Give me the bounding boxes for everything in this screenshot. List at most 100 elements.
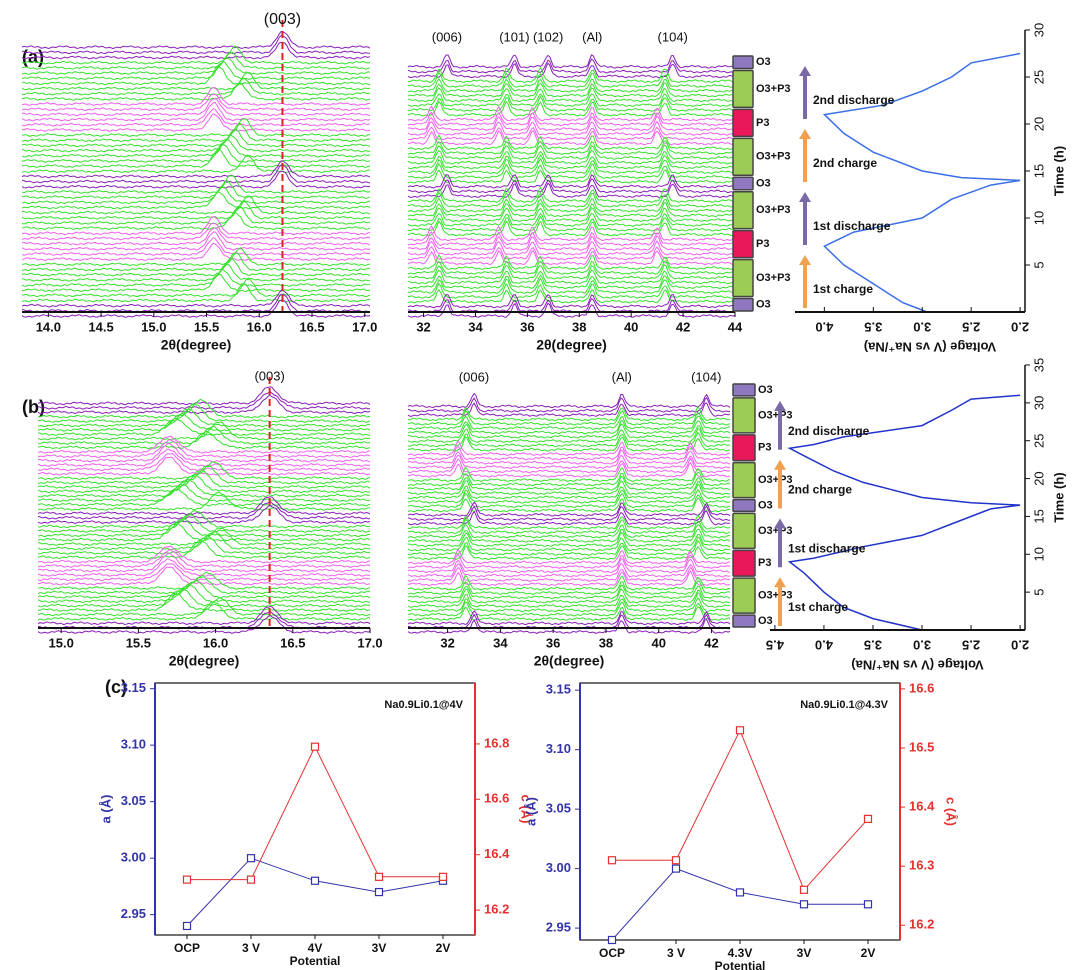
x-tick-label: 36 <box>520 319 534 334</box>
step-label: 1st charge <box>813 282 873 296</box>
y-tick-label: 2.95 <box>121 906 146 921</box>
xrd-curve <box>21 293 371 313</box>
x-tick-label: 3.5 <box>864 320 882 335</box>
peak-label: (006) <box>432 29 462 44</box>
xrd-curve <box>407 523 731 539</box>
xrd-curve <box>407 225 735 242</box>
xrd-curve <box>407 235 736 251</box>
xrd-curve <box>37 576 371 595</box>
xrd-curve <box>37 491 371 511</box>
plot-frame <box>154 682 476 936</box>
xrd-curve <box>37 391 371 410</box>
point <box>735 888 745 897</box>
phase-label: O3 <box>758 615 773 627</box>
xrd-curve <box>407 178 736 194</box>
xrd-curve <box>408 423 731 439</box>
xrd-curve <box>407 169 736 184</box>
x-tick-label: 4.0 <box>815 638 833 653</box>
xrd-curve <box>37 408 371 428</box>
y-tick-label: 20 <box>1031 471 1046 485</box>
xrd-curve <box>407 427 731 443</box>
phase-label: P3 <box>756 238 769 250</box>
xrd-curve <box>21 86 371 106</box>
xrd-curve <box>21 227 371 246</box>
xrd-curve <box>21 108 371 127</box>
y-axis-label: Time (h) <box>1051 146 1066 196</box>
xrd-curve <box>407 220 736 237</box>
x-tick-label: 16.0 <box>247 319 272 334</box>
x-tick-label: OCP <box>174 941 200 955</box>
x-tick-label: 15.0 <box>141 319 166 334</box>
y-tick-label: 3.05 <box>546 801 571 816</box>
xrd-curve <box>21 242 371 262</box>
x-tick-label: 3.0 <box>913 638 931 653</box>
phase-segment <box>732 137 754 176</box>
x-tick-label: 38 <box>572 319 586 334</box>
step-label: 1st discharge <box>813 219 891 233</box>
arrow-head <box>799 192 811 202</box>
phase-segment <box>732 512 756 550</box>
arrow-head <box>774 577 786 588</box>
xrd-curve <box>21 154 371 174</box>
phase-segment <box>732 229 754 259</box>
xrd-curve <box>407 269 736 285</box>
y-tick-label: 10 <box>1031 211 1046 225</box>
y-tick-label: 30 <box>1031 23 1046 37</box>
xrd-curve <box>407 182 736 199</box>
xrd-curve <box>21 113 371 132</box>
xrd-curve <box>22 52 371 70</box>
xrd-curve <box>407 54 736 69</box>
series-line <box>186 857 444 927</box>
x-tick-label: 40 <box>652 635 666 650</box>
point <box>799 900 809 909</box>
xrd-curve <box>22 82 371 101</box>
phase-segment <box>732 397 756 434</box>
annotation: Na0.9Li0.1@4.3V <box>800 699 888 711</box>
point <box>246 875 256 884</box>
xrd-curve <box>37 425 371 445</box>
xrd-curve <box>407 202 736 218</box>
y-tick-label: 3.00 <box>546 860 571 875</box>
y2-tick-label: 16.2 <box>909 917 934 932</box>
xrd-curve <box>37 461 371 481</box>
x-tick-label: 4V <box>308 941 323 955</box>
x-tick-label: 2V <box>436 941 451 955</box>
y-axis-label: a (Å) <box>523 797 538 826</box>
xrd-curve <box>21 252 371 272</box>
xrd-curve <box>37 483 371 503</box>
point <box>671 864 681 873</box>
xrd-curve <box>407 606 731 621</box>
xrd-curve <box>37 558 371 577</box>
peak-label: (104) <box>691 369 721 384</box>
phase-label: P3 <box>758 557 771 569</box>
xrd-curve <box>407 288 736 304</box>
xrd-curve <box>407 497 731 513</box>
xrd-curve <box>37 517 371 538</box>
point <box>182 875 192 884</box>
xrd-curve <box>38 514 371 533</box>
x-tick-label: 2.0 <box>1011 320 1029 335</box>
peak-label: (003) <box>264 11 301 28</box>
peak-label: (101) <box>499 29 529 44</box>
xrd-curve <box>407 264 736 280</box>
arrow-head <box>774 518 786 529</box>
xrd-curve <box>38 611 371 630</box>
voltage-curve <box>787 394 1021 631</box>
y2-axis-label: c (Å) <box>519 795 534 824</box>
phase-label: O3 <box>756 299 771 311</box>
xrd-curve <box>37 421 371 441</box>
phase-label: O3 <box>758 499 773 511</box>
x-axis-label: Potential <box>715 959 766 970</box>
xrd-curve <box>407 126 736 141</box>
xrd-curve <box>21 129 371 148</box>
x-tick-label: OCP <box>599 946 625 960</box>
phase-label: O3+P3 <box>758 409 793 421</box>
xrd-curve <box>21 71 371 91</box>
xrd-curve <box>37 398 371 419</box>
x-tick-label: 40 <box>624 319 638 334</box>
phase-segment <box>732 498 756 513</box>
x-tick-label: 32 <box>440 635 454 650</box>
y2-axis-label: c (Å) <box>944 797 959 826</box>
y2-tick-label: 16.6 <box>484 791 509 806</box>
x-tick-label: 15.5 <box>194 319 219 334</box>
